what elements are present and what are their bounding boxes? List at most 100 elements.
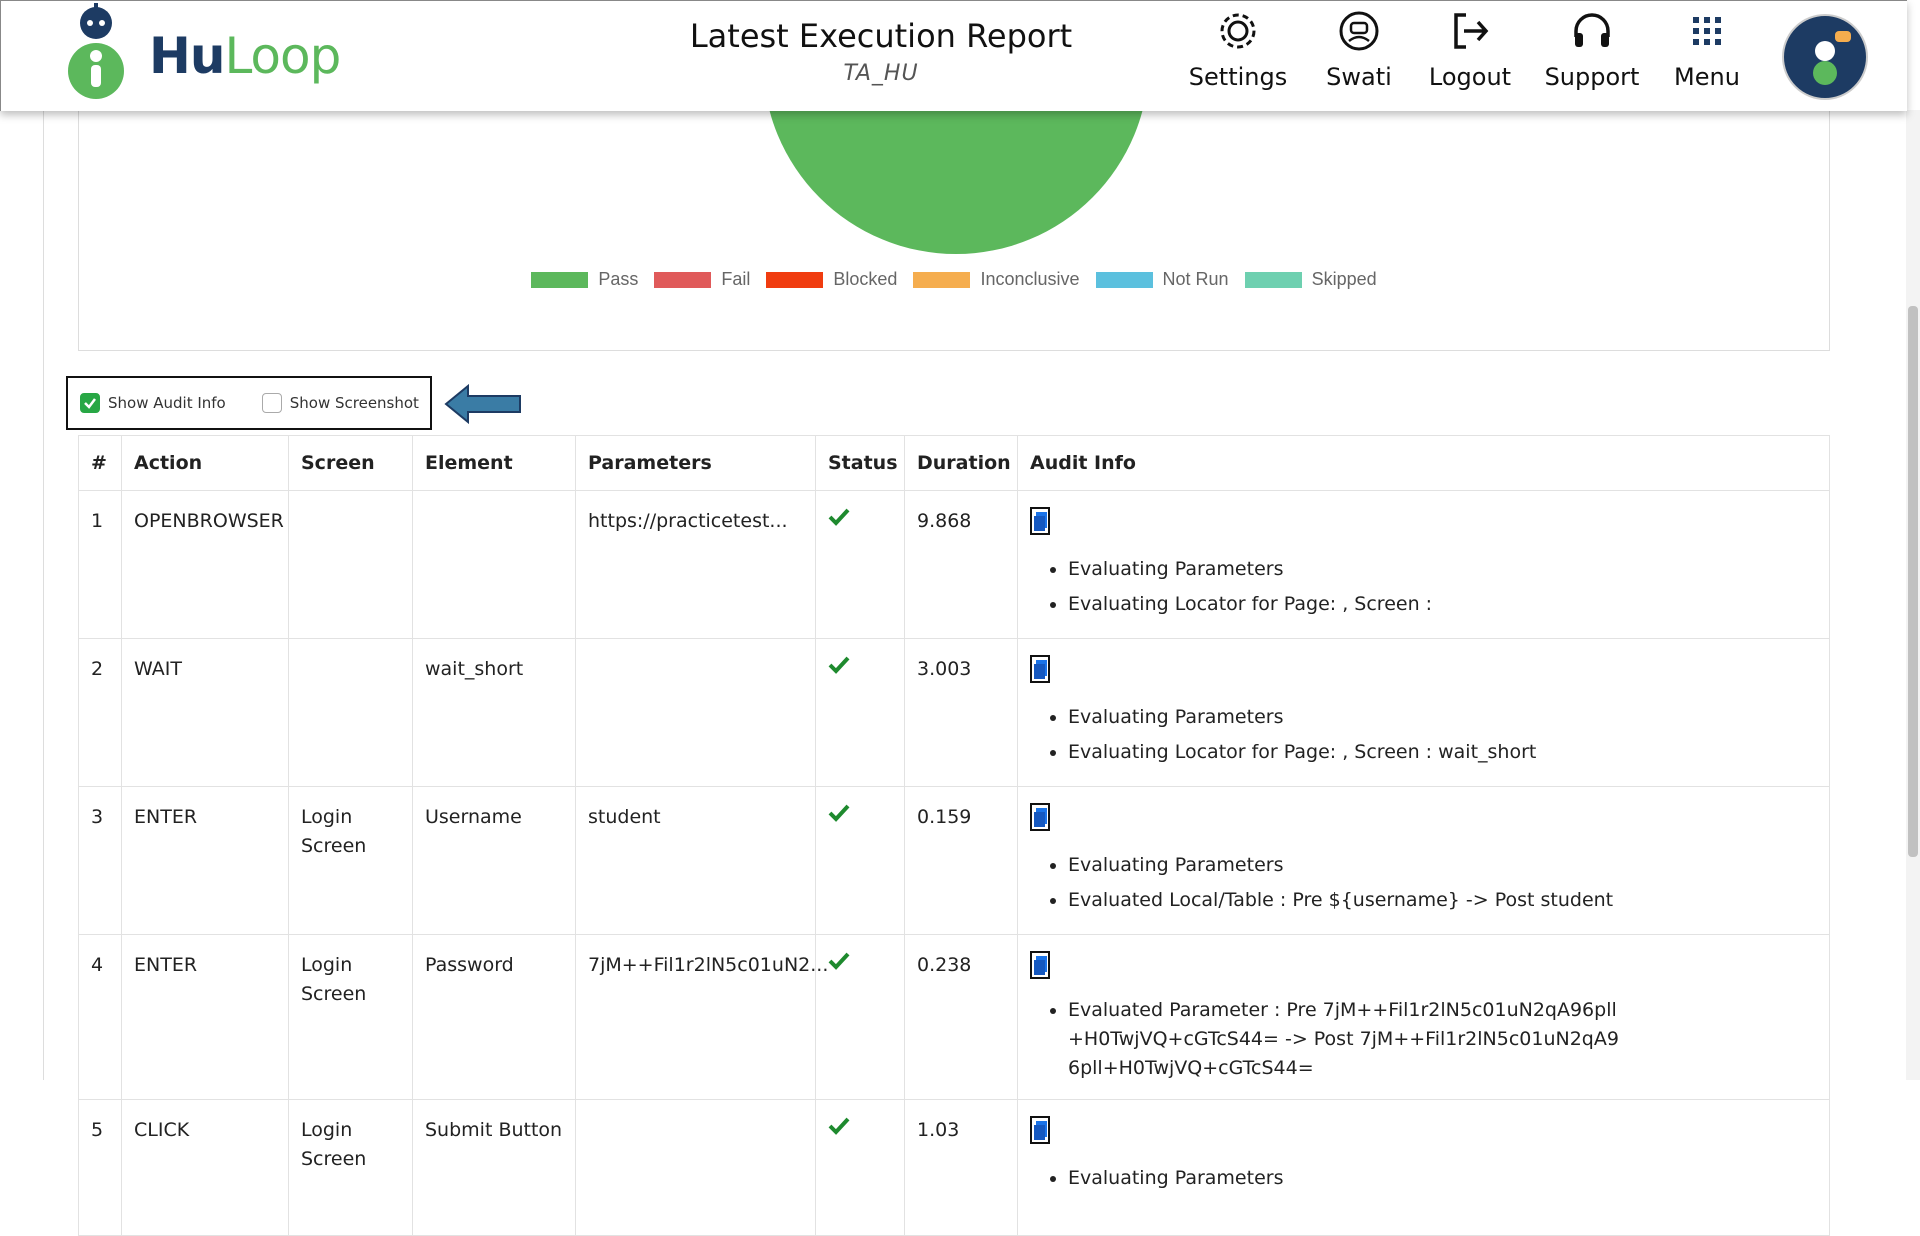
cell-text: https://practicetest...: [588, 510, 788, 532]
audit-item: Evaluating Parameters: [1068, 552, 1817, 587]
column-header: Action: [121, 435, 289, 491]
table-cell: Submit Button: [412, 1099, 576, 1236]
legend-item[interactable]: Skipped: [1244, 269, 1377, 290]
checkbox[interactable]: [80, 393, 100, 413]
brand-part: Loop: [224, 27, 341, 85]
audit-item: Evaluating Parameters: [1068, 700, 1817, 735]
audit-list: Evaluating Parameters: [1030, 1161, 1817, 1196]
table-cell: [288, 490, 413, 639]
audit-item: Evaluating Locator for Page: , Screen :: [1068, 587, 1817, 622]
document-icon[interactable]: [1030, 1116, 1052, 1146]
checkbox[interactable]: [261, 393, 282, 413]
table-cell: [815, 786, 905, 935]
nav-item[interactable]: Menu: [1642, 9, 1772, 91]
table-cell: Login Screen: [288, 786, 413, 935]
audit-item: Evaluated Parameter : Pre 7jM++Fil1r2lN5…: [1068, 996, 1628, 1083]
page: Pass Fail Blocked Inconclusive Not Run Skippe…: [0, 0, 1920, 1080]
table-cell: wait_short: [412, 638, 576, 787]
cell-text: 0.238: [917, 954, 972, 976]
audit-cell: Evaluating ParametersEvaluating Locator …: [1017, 638, 1830, 787]
cell-text: Password: [425, 954, 514, 976]
option[interactable]: Show Screenshot: [261, 393, 419, 413]
document-icon[interactable]: [1030, 655, 1052, 685]
table-cell: Login Screen: [288, 1099, 413, 1236]
cell-text: Login Screen: [301, 1119, 367, 1170]
table-cell: [575, 1099, 816, 1236]
table-cell: 9.868: [904, 490, 1018, 639]
table-row: 5 CLICK Login Screen Submit Button 1.03 Evalu…: [78, 1099, 1830, 1236]
column-header: #: [78, 435, 122, 491]
avatar[interactable]: [1781, 13, 1869, 101]
table-cell: 4: [78, 934, 122, 1100]
brand-part: Hu: [149, 27, 225, 85]
legend: Pass Fail Blocked Inconclusive Not Run Skippe…: [79, 269, 1829, 290]
table-cell: ENTER: [121, 934, 289, 1100]
table-cell: [412, 490, 576, 639]
cell-text: Login Screen: [301, 954, 367, 1005]
results-table: # Action Screen Element Parameters Status Dura…: [78, 435, 1830, 1236]
table-row: 1 OPENBROWSER https://practicetest... 9.868…: [78, 490, 1830, 639]
audit-item: Evaluating Locator for Page: , Screen : …: [1068, 735, 1817, 770]
cell-text: 7jM++Fil1r2lN5c01uN2...: [588, 954, 829, 976]
legend-item[interactable]: Not Run: [1095, 269, 1229, 290]
legend-label: Not Run: [1162, 269, 1229, 289]
legend-swatch: [913, 271, 971, 288]
table-cell: 1.03: [904, 1099, 1018, 1236]
audit-cell: Evaluating ParametersEvaluated Local/Tab…: [1017, 786, 1830, 935]
table-cell: [288, 638, 413, 787]
page-title: Latest Execution Report: [689, 17, 1073, 55]
nav-item[interactable]: Settings: [1173, 9, 1303, 91]
cell-text: Login Screen: [301, 806, 367, 857]
legend-item[interactable]: Pass: [531, 269, 638, 290]
table-cell: CLICK: [121, 1099, 289, 1236]
cell-text: 1: [91, 510, 104, 532]
nav-icon: [1339, 11, 1379, 51]
table-cell: [815, 490, 905, 639]
cell-text: 2: [91, 658, 104, 680]
table-cell: 0.159: [904, 786, 1018, 935]
scroll-thumb[interactable]: [1908, 306, 1918, 857]
column-header: Parameters: [575, 435, 816, 491]
table-cell: WAIT: [121, 638, 289, 787]
legend-item[interactable]: Blocked: [766, 269, 897, 290]
nav-icon: [1454, 13, 1489, 49]
cell-text: Username: [425, 806, 522, 828]
document-icon[interactable]: [1030, 803, 1052, 833]
option[interactable]: Show Audit Info: [80, 393, 226, 413]
cell-text: wait_short: [425, 658, 524, 680]
nav-icon: [1220, 13, 1256, 49]
legend-item[interactable]: Fail: [654, 269, 750, 290]
cell-text: 3: [91, 806, 104, 828]
audit-item: Evaluating Parameters: [1068, 848, 1817, 883]
table-row: 4 ENTER Login Screen Password 7jM++Fil1r2lN5…: [78, 934, 1830, 1100]
nav-item[interactable]: Support: [1527, 9, 1657, 91]
cell-text: student: [588, 806, 661, 828]
legend-label: Skipped: [1311, 269, 1377, 289]
logo-icon: [68, 3, 124, 99]
nav-icon: [1693, 17, 1721, 45]
nav-item[interactable]: Logout: [1405, 9, 1535, 91]
table-cell: [815, 1099, 905, 1236]
column-header: Element: [412, 435, 576, 491]
cell-text: OPENBROWSER: [134, 510, 284, 532]
legend-item[interactable]: Inconclusive: [913, 269, 1080, 290]
nav-item[interactable]: Swati: [1294, 9, 1424, 91]
status-pass-icon: [828, 656, 850, 674]
column-header: Status: [815, 435, 905, 491]
option-label: Show Audit Info: [108, 394, 226, 412]
page-subtitle: TA_HU: [843, 61, 919, 86]
table-cell: student: [575, 786, 816, 935]
status-pass-icon: [828, 804, 850, 822]
table-cell: 1: [78, 490, 122, 639]
arrow: [444, 384, 521, 424]
nav-label: Support: [1544, 63, 1640, 91]
nav-label: Menu: [1674, 63, 1740, 91]
cell-text: ENTER: [134, 954, 198, 976]
document-icon[interactable]: [1030, 951, 1052, 981]
legend-label: Inconclusive: [980, 269, 1080, 289]
audit-cell: Evaluating Parameters: [1017, 1099, 1830, 1236]
table-row: 2 WAIT wait_short 3.003 Evaluating Parameter…: [78, 638, 1830, 787]
column-header: Duration: [904, 435, 1018, 491]
document-icon[interactable]: [1030, 507, 1052, 537]
nav-label: Settings: [1188, 63, 1288, 91]
